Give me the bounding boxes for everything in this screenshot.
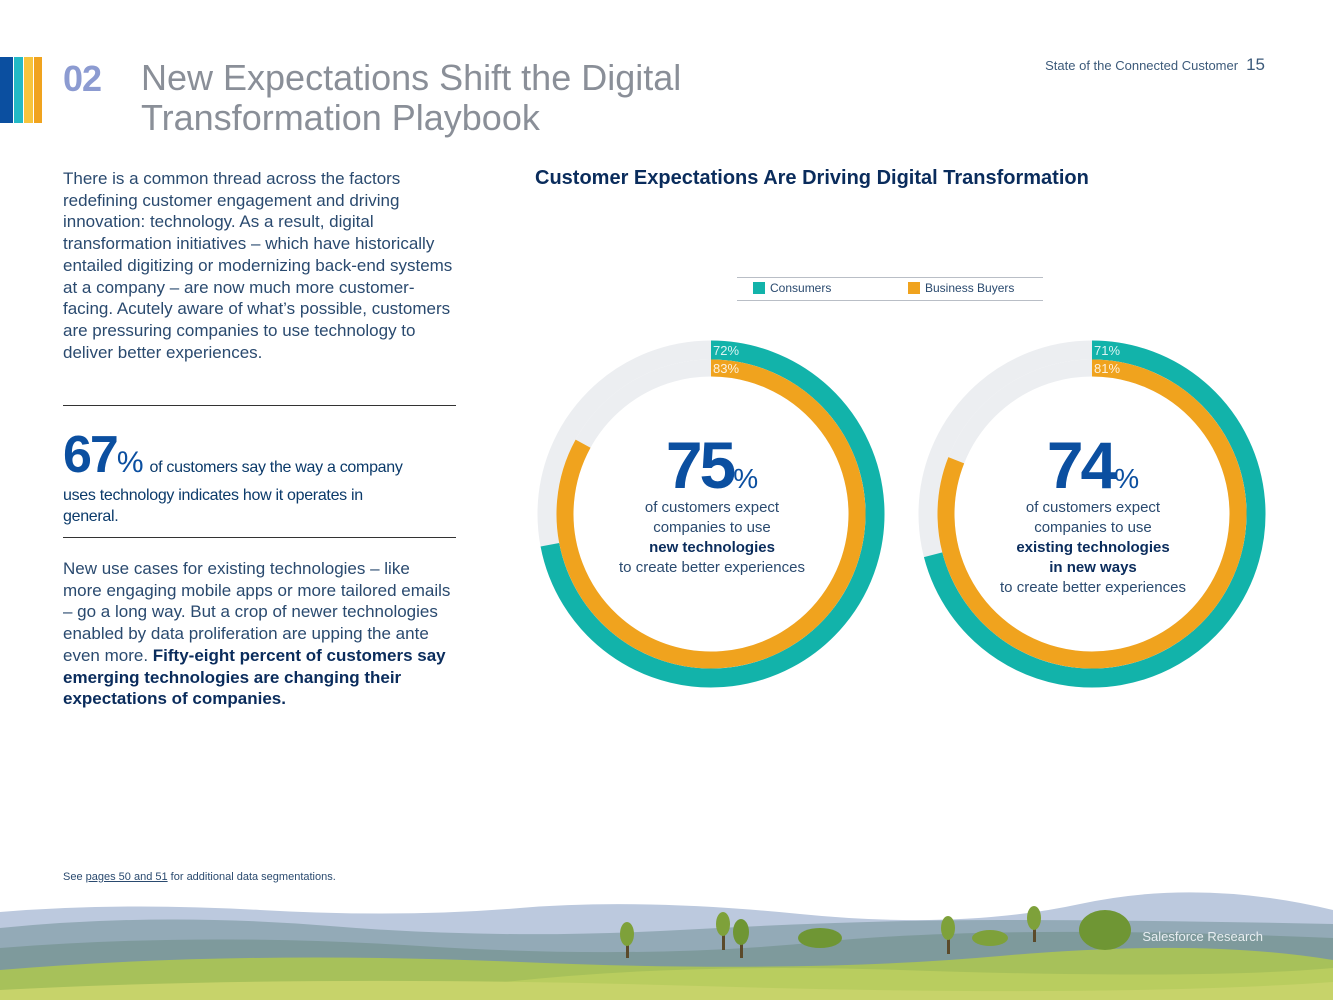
chart-title: Customer Expectations Are Driving Digita… (535, 167, 1089, 189)
title-line-1: New Expectations Shift the Digital (141, 57, 682, 98)
donut-2-bold-1: existing technologies (1016, 539, 1170, 556)
donut-1-label-consumers: 72% (713, 343, 739, 358)
footnote-suffix: for additional data segmentations. (170, 871, 336, 883)
section-stripes (0, 57, 42, 123)
donut-1-arc-business-buyers (556, 359, 866, 669)
donut-2-label-business-buyers: 81% (1094, 361, 1120, 376)
body-text: New use cases for existing technologies … (63, 559, 451, 665)
donut-1-label-business-buyers: 83% (713, 361, 739, 376)
donut-2-line-3: to create better experiences (1000, 579, 1186, 596)
donut-1-arc-consumers (540, 340, 885, 688)
legend-label-consumers: Consumers (770, 281, 832, 295)
donut-2-line-2: companies to use (1034, 519, 1152, 536)
page-header-info: State of the Connected Customer 15 (1045, 55, 1265, 75)
stat-unit: % (116, 446, 144, 479)
donut-1-bold-1: new technologies (649, 539, 775, 556)
donut-2-center-value: 74 (1046, 428, 1117, 502)
donut-2-line-1: of customers expect (1025, 499, 1161, 516)
chart-legend: Consumers Business Buyers (737, 277, 1043, 301)
tree-icon (620, 906, 1131, 958)
body-bold-text: Fifty-eight percent of customers say eme… (63, 645, 446, 709)
donut-1-line-3: to create better experiences (619, 559, 805, 576)
donut-2-arc-business-buyers (937, 359, 1247, 669)
donut-1-line-1: of customers expect (644, 499, 780, 516)
legend-swatch-business-buyers (908, 282, 920, 294)
donut-1-center-label: 75% of customers expect companies to use… (582, 432, 842, 578)
stat-text: of customers say the way a company uses … (63, 459, 403, 525)
footnote: See pages 50 and 51 for additional data … (63, 871, 336, 883)
brand-name: Salesforce Research (1142, 929, 1263, 944)
section-number: 02 (63, 58, 102, 99)
donut-1-line-2: companies to use (653, 519, 771, 536)
donut-2-center-label: 74% of customers expect companies to use… (963, 432, 1223, 598)
footnote-prefix: See (63, 871, 83, 883)
donut-2-bold-2: in new ways (1049, 559, 1137, 576)
title-line-2: Transformation Playbook (141, 97, 540, 138)
stripe-blue (0, 57, 13, 123)
legend-item-consumers: Consumers (753, 281, 831, 295)
landscape-illustration (0, 892, 1333, 1000)
donut-1-center-unit: % (733, 463, 759, 494)
footnote-link[interactable]: pages 50 and 51 (85, 871, 168, 883)
body-paragraph: New use cases for existing technologies … (63, 558, 453, 710)
stripe-yellow (24, 57, 33, 123)
donut-2-label-consumers: 71% (1094, 343, 1120, 358)
stat-value: 67 (63, 426, 119, 484)
page-title: New Expectations Shift the Digital Trans… (141, 58, 841, 138)
divider-top (63, 405, 456, 406)
report-name: State of the Connected Customer (1045, 58, 1239, 73)
legend-swatch-consumers (753, 282, 765, 294)
page-number: 15 (1246, 55, 1265, 74)
donut-2-arc-consumers (923, 340, 1266, 688)
donut-1-center-value: 75 (665, 428, 736, 502)
divider-bottom (63, 537, 456, 538)
intro-paragraph: There is a common thread across the fact… (63, 169, 453, 362)
donut-2-center-unit: % (1114, 463, 1140, 494)
stripe-teal (14, 57, 23, 123)
stat-callout: 67% of customers say the way a company us… (63, 425, 403, 527)
legend-label-business-buyers: Business Buyers (925, 281, 1015, 295)
legend-item-business-buyers: Business Buyers (908, 281, 1014, 295)
stripe-orange (34, 57, 42, 123)
